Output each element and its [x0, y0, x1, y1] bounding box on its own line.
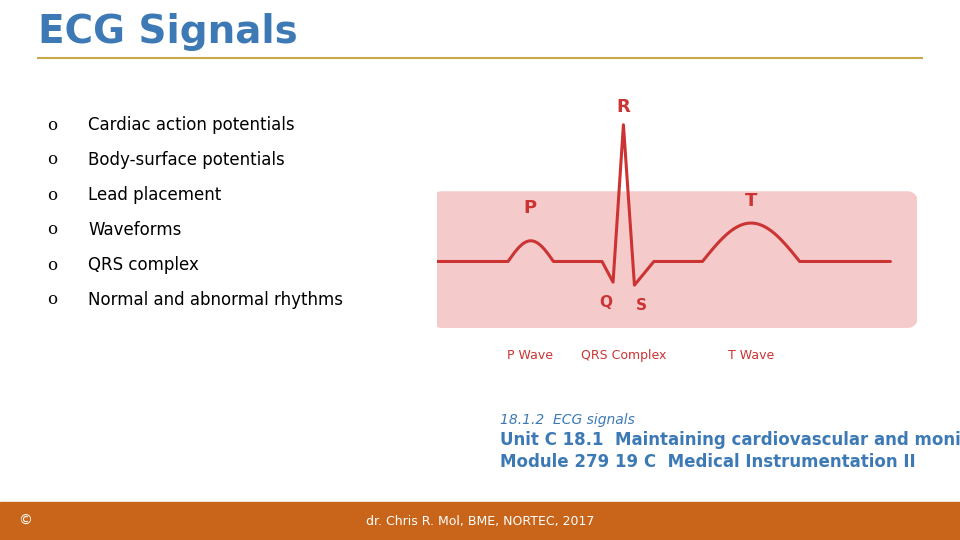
Text: Module 279 19 C  Medical Instrumentation II: Module 279 19 C Medical Instrumentation …	[500, 453, 916, 471]
Text: o: o	[47, 256, 57, 273]
Text: QRS complex: QRS complex	[88, 256, 199, 274]
Text: R: R	[616, 98, 631, 116]
Text: Unit C 18.1  Maintaining cardiovascular and monitoring equipment: Unit C 18.1 Maintaining cardiovascular a…	[500, 431, 960, 449]
Text: ©: ©	[18, 514, 32, 528]
Text: S: S	[636, 299, 647, 313]
FancyBboxPatch shape	[430, 191, 920, 328]
Text: dr. Chris R. Mol, BME, NORTEC, 2017: dr. Chris R. Mol, BME, NORTEC, 2017	[366, 515, 594, 528]
Text: ECG Signals: ECG Signals	[38, 13, 298, 51]
Text: T Wave: T Wave	[728, 349, 774, 362]
Text: QRS Complex: QRS Complex	[581, 349, 666, 362]
Text: Lead placement: Lead placement	[88, 186, 221, 204]
Text: o: o	[47, 292, 57, 308]
Bar	[0, 502, 960, 540]
Text: T: T	[745, 192, 757, 210]
Text: Body-surface potentials: Body-surface potentials	[88, 151, 285, 169]
Text: P: P	[524, 199, 537, 217]
Text: 18.1.2  ECG signals: 18.1.2 ECG signals	[500, 413, 635, 427]
Text: o: o	[47, 117, 57, 133]
Text: Waveforms: Waveforms	[88, 221, 181, 239]
Text: o: o	[47, 152, 57, 168]
Text: Cardiac action potentials: Cardiac action potentials	[88, 116, 295, 134]
Text: o: o	[47, 186, 57, 204]
Text: Normal and abnormal rhythms: Normal and abnormal rhythms	[88, 291, 343, 309]
Text: o: o	[47, 221, 57, 239]
Text: Q: Q	[599, 295, 612, 310]
Text: P Wave: P Wave	[508, 349, 553, 362]
